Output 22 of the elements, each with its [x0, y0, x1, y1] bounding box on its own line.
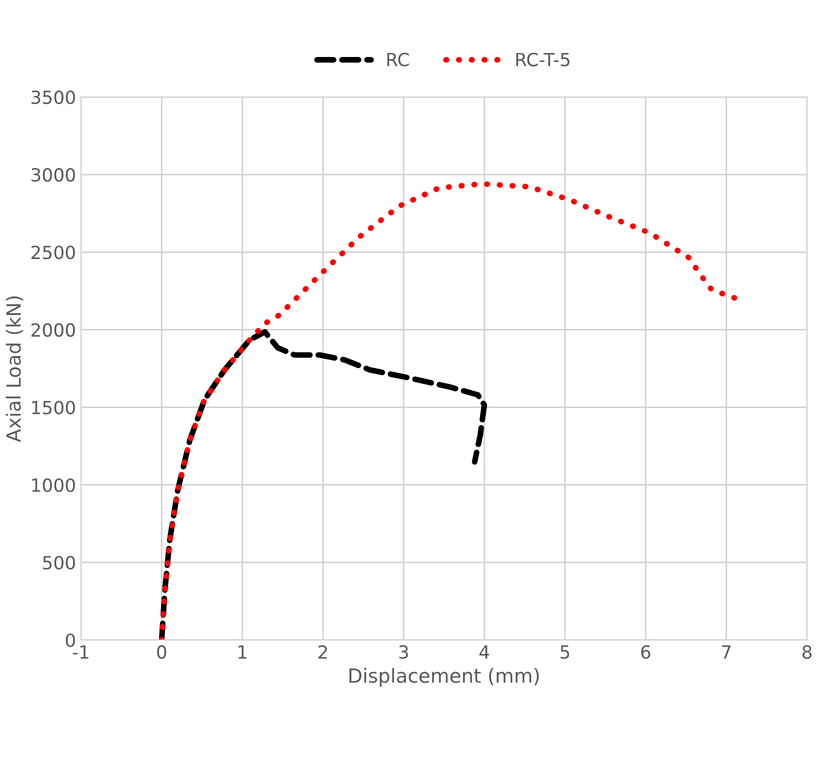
y-tick-label: 1500 — [32, 400, 75, 414]
y-tick-label: 1000 — [32, 478, 75, 492]
x-tick-label: 8 — [802, 645, 812, 659]
x-tick-label: 4 — [479, 645, 490, 659]
x-axis-title: Displacement (mm) — [349, 668, 539, 687]
y-tick-label: 2000 — [32, 323, 75, 337]
y-tick-label: 500 — [43, 556, 75, 570]
y-tick-label: 3500 — [32, 90, 75, 104]
x-tick-label: 3 — [399, 645, 408, 659]
legend-label: RC — [387, 52, 409, 66]
y-tick-label: 3000 — [32, 168, 75, 182]
legend-label: RC-T-5 — [516, 52, 570, 66]
x-tick-label: 0 — [157, 645, 166, 659]
x-tick-label: 1 — [238, 645, 246, 659]
x-tick-label: 2 — [318, 645, 327, 659]
x-tick-label: 7 — [722, 645, 731, 659]
y-tick-label: 0 — [66, 633, 75, 648]
y-axis-title: Axial Load (kN) — [6, 296, 24, 442]
y-tick-label: 2500 — [32, 246, 75, 260]
x-tick-label: -1 — [72, 645, 88, 659]
x-tick-label: 5 — [560, 645, 570, 659]
x-tick-label: 6 — [641, 645, 650, 659]
